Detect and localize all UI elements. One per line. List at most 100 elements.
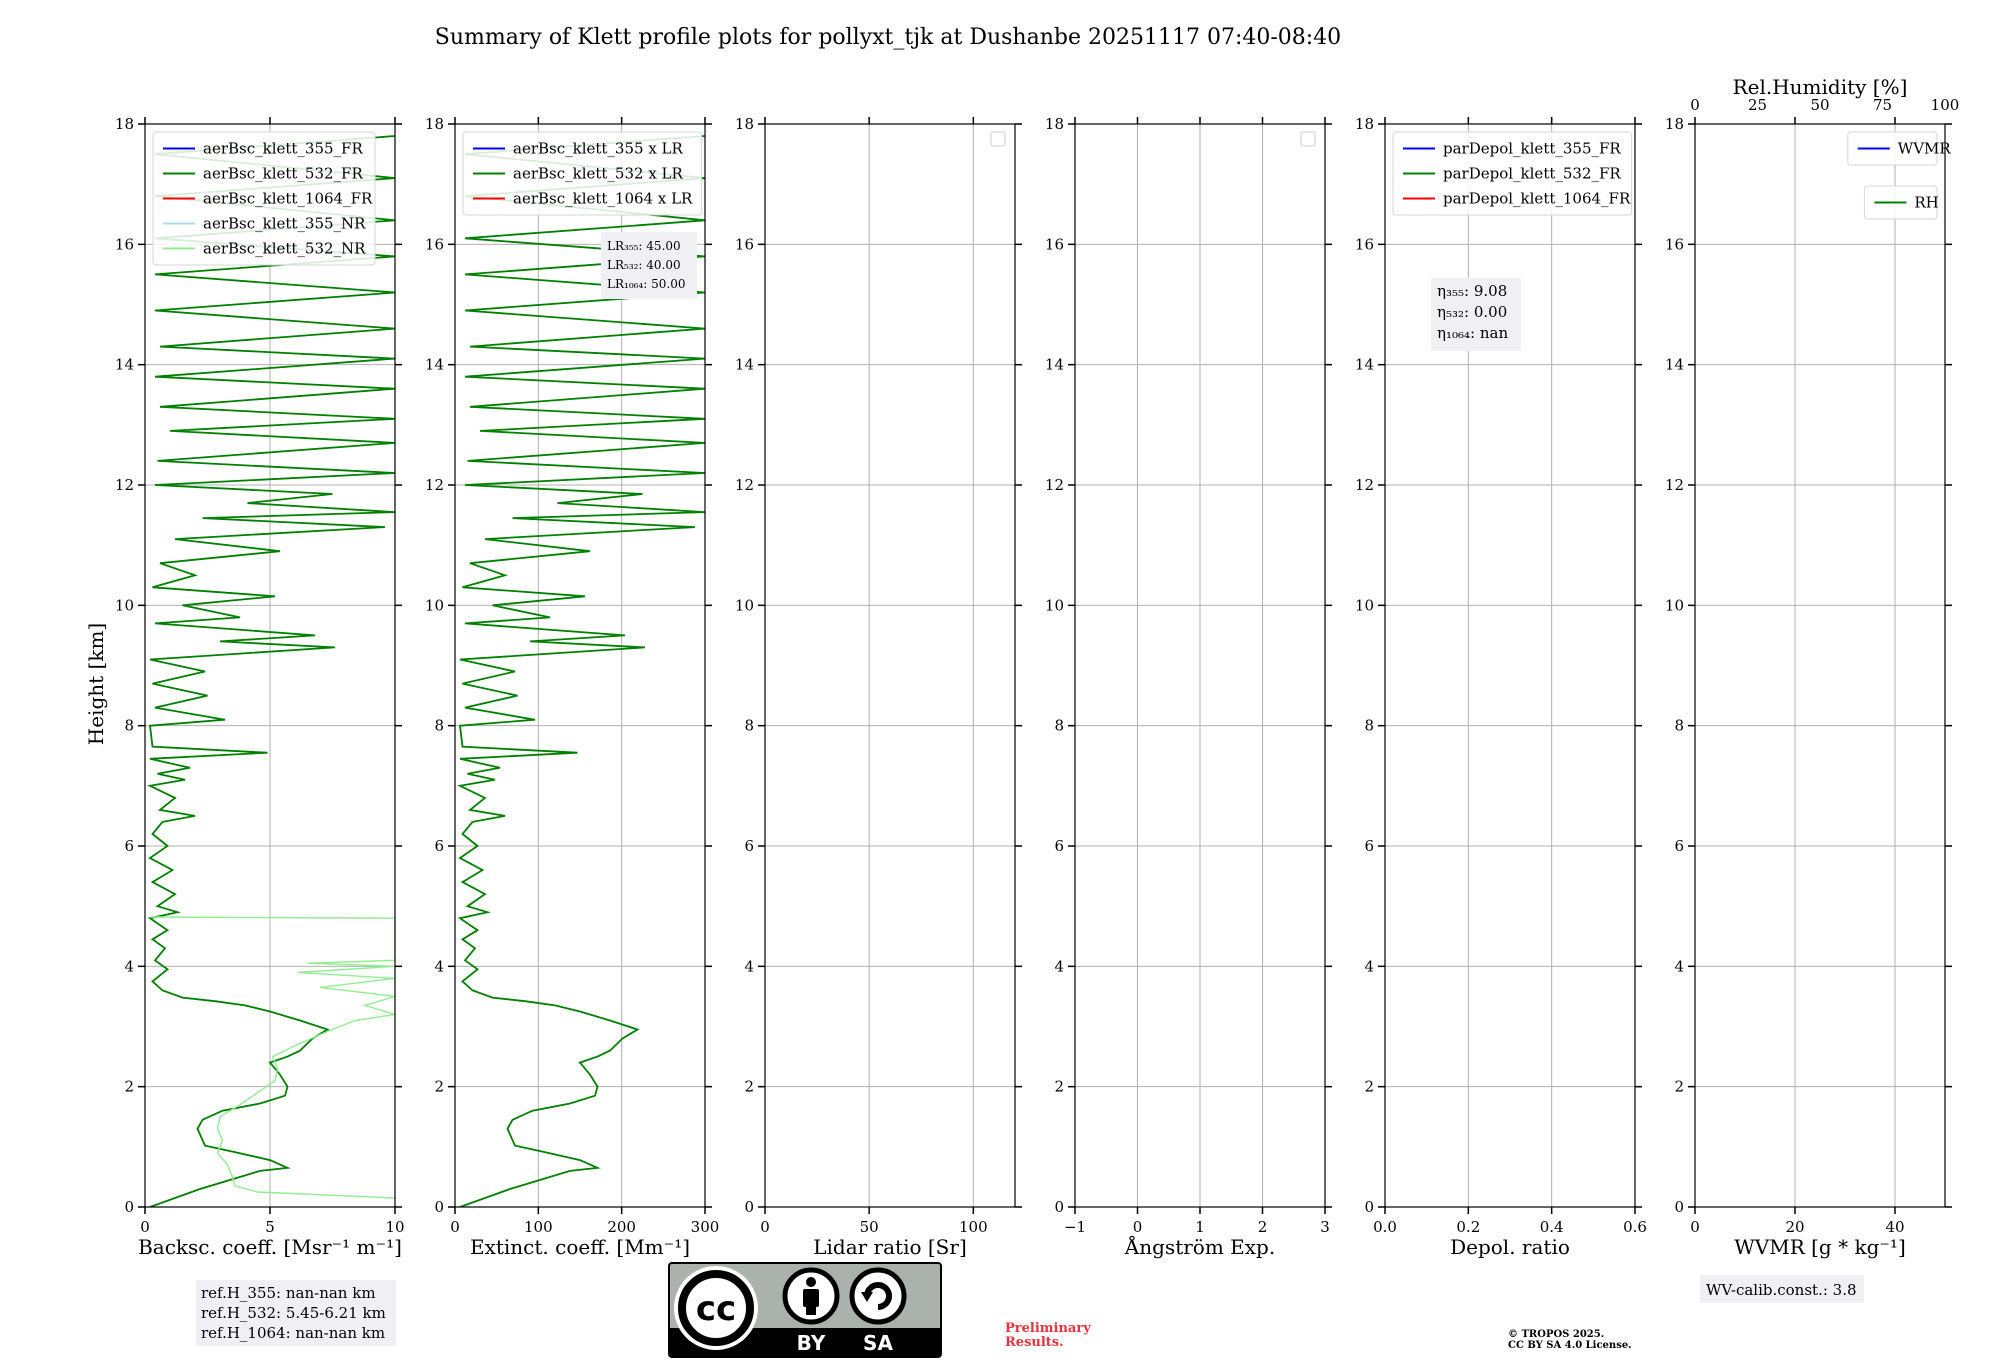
x-tick-label: 300	[691, 1218, 720, 1236]
y-tick-label: 2	[124, 1078, 134, 1096]
x-tick-label: 2	[1258, 1218, 1268, 1236]
top-x-tick-label: 75	[1873, 96, 1892, 114]
y-tick-label: 6	[434, 837, 444, 855]
y-tick-label: 8	[434, 717, 444, 735]
y-tick-label: 10	[1665, 596, 1684, 614]
panel-dep: 0 2 4 6 8 10 12 14 16 18 0.0 0.2 0.4 0.6 Depol. ratio p…	[1355, 115, 1647, 1259]
x-tick-label: 0	[1690, 1218, 1700, 1236]
legend-box	[1847, 131, 1938, 166]
y-tick-label: 14	[735, 356, 754, 374]
ref-height-box	[196, 1280, 396, 1346]
wv-calib-text: WV-calib.const.: 3.8	[1706, 1281, 1857, 1299]
x-axis-label-ang: Ångström Exp.	[1124, 1234, 1275, 1259]
x-axis-label-ext: Extinct. coeff. [Mm⁻¹]	[470, 1235, 690, 1259]
x-tick-label: 0	[1133, 1218, 1143, 1236]
y-tick-label: 8	[744, 717, 754, 735]
y-tick-label: 4	[1364, 957, 1374, 975]
copyright-note: © TROPOS 2025. CC BY SA 4.0 License.	[1508, 1329, 1632, 1351]
panel-frame	[764, 123, 1016, 1208]
y-tick-label: 10	[115, 596, 134, 614]
wv-calib-note: WV-calib.const.: 3.8	[1700, 1275, 1864, 1303]
x-tick-label: 0.2	[1456, 1218, 1480, 1236]
y-tick-label: 16	[115, 235, 134, 253]
x-axis-label-bsc: Backsc. coeff. [Msr⁻¹ m⁻¹]	[138, 1235, 402, 1259]
x-tick-label: 0	[450, 1218, 460, 1236]
x-axis-label-wv: WVMR [g * kg⁻¹]	[1734, 1235, 1906, 1259]
legend-label: WVMR	[1898, 140, 1952, 158]
y-tick-label: 12	[1665, 476, 1684, 494]
x-tick-label: 0.6	[1623, 1218, 1647, 1236]
legend-label: aerBsc_klett_355_FR	[203, 140, 363, 158]
top-x-tick-label: 50	[1810, 96, 1829, 114]
x-tick-label: 100	[959, 1218, 988, 1236]
legend-box	[462, 131, 703, 216]
legend-box	[152, 131, 376, 266]
attribution-icon	[782, 1267, 840, 1325]
x-tick-label: 5	[265, 1218, 275, 1236]
series-line-aerBsc-klett-532-x-LR	[457, 135, 705, 1207]
y-tick-label: 12	[1045, 476, 1064, 494]
legend-label: RH	[1914, 194, 1938, 212]
cc-license-badge: cc BY SA	[668, 1262, 942, 1358]
text-box-line: η₁₀₆₄: nan	[1437, 324, 1508, 342]
preliminary-line-1: Preliminary	[1005, 1321, 1091, 1336]
x-tick-label: 40	[1885, 1218, 1904, 1236]
text-box-line: η₃₅₅: 9.08	[1437, 282, 1507, 300]
y-tick-label: 10	[735, 596, 754, 614]
copyright-line-1: © TROPOS 2025.	[1508, 1329, 1605, 1340]
series-line-aerBsc-klett-532-NR	[149, 916, 395, 1199]
legend-label: aerBsc_klett_355_NR	[203, 215, 366, 233]
empty-legend-box	[990, 131, 1006, 147]
y-tick-label: 2	[434, 1078, 444, 1096]
x-tick-label: 0.4	[1540, 1218, 1564, 1236]
ref-height-notes: ref.H_355: nan-nan km ref.H_532: 5.45-6.2…	[196, 1280, 396, 1346]
cc-logo-text: cc	[696, 1289, 736, 1329]
series-line-aerBsc-klett-532-FR	[147, 135, 395, 1207]
legend-box	[1392, 131, 1633, 216]
legend-label: parDepol_klett_532_FR	[1443, 165, 1621, 183]
x-tick-label: 20	[1785, 1218, 1804, 1236]
ref-height-line: ref.H_532: 5.45-6.21 km	[201, 1304, 386, 1322]
y-tick-label: 18	[425, 115, 444, 133]
panel-frame	[1694, 123, 1946, 1208]
text-box	[601, 232, 697, 299]
preliminary-line-2: Results.	[1005, 1335, 1064, 1350]
y-tick-label: 18	[1665, 115, 1684, 133]
y-tick-label: 6	[1364, 837, 1374, 855]
x-tick-label: 0.0	[1373, 1218, 1397, 1236]
legend-label: aerBsc_klett_532_FR	[203, 165, 363, 183]
y-tick-label: 18	[735, 115, 754, 133]
y-tick-label: 16	[1665, 235, 1684, 253]
legend-label: aerBsc_klett_355 x LR	[513, 140, 684, 158]
x-tick-label: 3	[1320, 1218, 1330, 1236]
y-tick-label: 16	[735, 235, 754, 253]
y-tick-label: 8	[1674, 717, 1684, 735]
y-tick-label: 0	[1674, 1198, 1684, 1216]
text-box-line: LR₁₀₆₄: 50.00	[607, 277, 685, 291]
x-tick-label: 10	[385, 1218, 404, 1236]
y-tick-label: 6	[1054, 837, 1064, 855]
y-tick-label: 12	[115, 476, 134, 494]
y-tick-label: 12	[1355, 476, 1374, 494]
x-axis-label-dep: Depol. ratio	[1450, 1235, 1570, 1259]
legend-label: aerBsc_klett_1064_FR	[203, 190, 373, 208]
cc-sa-label: SA	[863, 1331, 893, 1355]
y-tick-label: 8	[1054, 717, 1064, 735]
wv-calib-box	[1700, 1275, 1864, 1303]
preliminary-note: Preliminary Results.	[1005, 1322, 1091, 1350]
y-axis-label: Height [km]	[84, 623, 108, 745]
y-tick-label: 18	[1355, 115, 1374, 133]
y-tick-label: 12	[735, 476, 754, 494]
y-tick-label: 14	[115, 356, 134, 374]
legend-label: aerBsc_klett_1064 x LR	[513, 190, 693, 208]
ref-height-line: ref.H_1064: nan-nan km	[201, 1324, 385, 1342]
y-tick-label: 16	[1045, 235, 1064, 253]
y-tick-label: 6	[124, 837, 134, 855]
y-tick-label: 6	[1674, 837, 1684, 855]
x-tick-label: 200	[607, 1218, 636, 1236]
